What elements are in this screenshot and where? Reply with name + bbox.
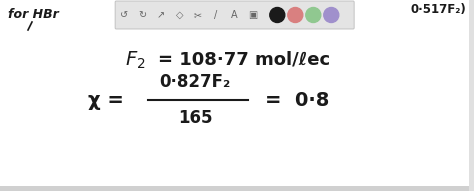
Text: 165: 165 [178, 109, 212, 127]
Circle shape [324, 7, 339, 23]
Text: = 108·77 mol/ℓec: = 108·77 mol/ℓec [158, 51, 330, 69]
Text: $F_2$: $F_2$ [125, 49, 146, 71]
Text: for HBr: for HBr [8, 7, 59, 20]
Circle shape [288, 7, 303, 23]
Text: ▣: ▣ [248, 10, 257, 20]
Text: /: / [214, 10, 218, 20]
Text: A: A [231, 10, 237, 20]
Text: χ =: χ = [88, 91, 124, 109]
Bar [0, 186, 469, 191]
Bar [469, 0, 474, 191]
Text: 0·517F₂): 0·517F₂) [410, 3, 466, 16]
Text: =  0·8: = 0·8 [265, 91, 329, 109]
Text: ◇: ◇ [175, 10, 183, 20]
FancyBboxPatch shape [115, 1, 354, 29]
Circle shape [270, 7, 285, 23]
Text: ↺: ↺ [120, 10, 128, 20]
Circle shape [306, 7, 321, 23]
Text: ↻: ↻ [138, 10, 146, 20]
Text: 0·827F₂: 0·827F₂ [159, 73, 231, 91]
Text: ✂: ✂ [193, 10, 201, 20]
Text: ↗: ↗ [157, 10, 165, 20]
